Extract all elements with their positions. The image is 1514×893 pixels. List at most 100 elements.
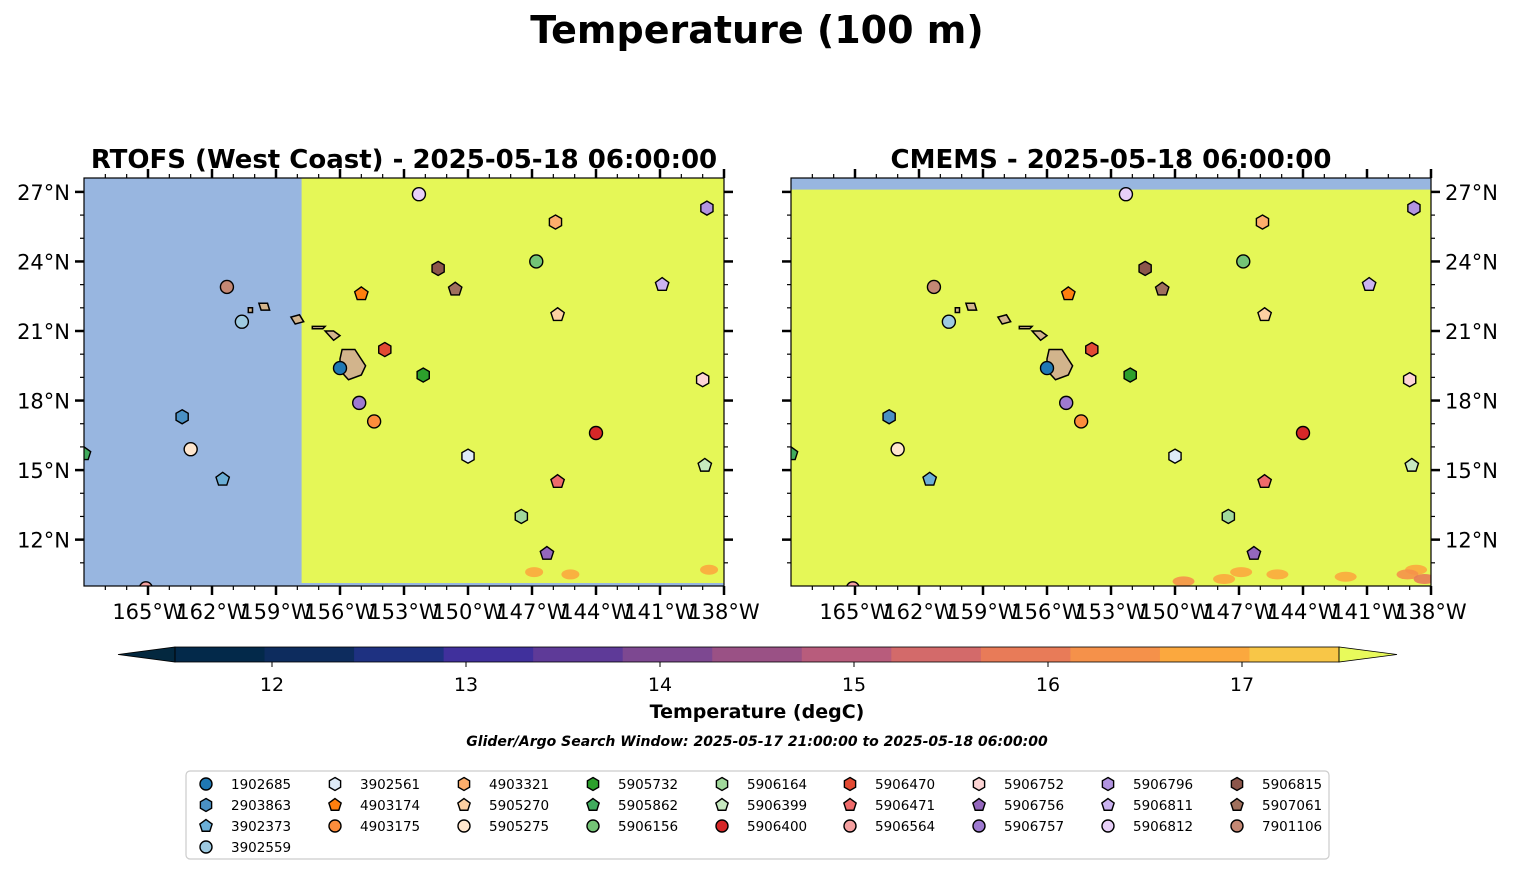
legend: 1902685 2903863 3902373 3902559 3902561 49031… — [185, 770, 1330, 860]
legend-label: 5907061 — [1262, 798, 1322, 814]
float-marker-5906564 — [846, 581, 860, 586]
lon-tick-label: 165°W — [112, 600, 184, 624]
legend-marker-5905275 — [457, 819, 471, 833]
float-marker-5906156 — [529, 254, 544, 269]
figure-title: Temperature (100 m) — [530, 8, 983, 52]
float-marker-5906399 — [697, 457, 713, 472]
colorbar-bin — [1249, 647, 1340, 662]
float-marker-5906757 — [1058, 395, 1074, 411]
legend-marker-5906757 — [972, 819, 986, 833]
lon-tick-label: 138°W — [688, 600, 760, 624]
float-marker-5905275 — [890, 442, 905, 457]
legend-marker-5906796 — [1101, 776, 1115, 792]
search-window-text: Glider/Argo Search Window: 2025-05-17 21… — [466, 734, 1048, 750]
float-marker-1902685 — [1039, 360, 1055, 376]
island-maui — [323, 330, 342, 342]
legend-marker-5906164 — [715, 776, 729, 792]
lon-tick-label: 159°W — [240, 600, 312, 624]
float-marker-5905270 — [550, 306, 566, 322]
lon-tick-label: 144°W — [1267, 600, 1339, 624]
legend-marker-5906752 — [972, 776, 986, 792]
colorbar-bin — [622, 647, 713, 662]
float-marker-5905862 — [84, 445, 92, 461]
legend-label: 5906156 — [618, 819, 678, 835]
colorbar-bin — [443, 647, 534, 662]
legend-label: 3902373 — [231, 819, 291, 835]
float-marker-3902561 — [1168, 448, 1182, 465]
legend-marker-5906564 — [843, 819, 857, 833]
lat-tick-label: 21°N — [17, 320, 70, 344]
legend-box — [185, 770, 1330, 860]
float-marker-3902559 — [941, 314, 957, 329]
float-marker-5906811 — [654, 276, 670, 292]
colorbar: 12 13 14 15 16 17 — [117, 646, 1398, 696]
temperature-patch — [700, 564, 719, 575]
legend-label: 4903321 — [489, 777, 549, 793]
lon-tick-label: 153°W — [368, 600, 440, 624]
legend-marker-2903863 — [199, 797, 213, 813]
float-marker-5906796 — [1407, 200, 1421, 216]
lat-tick-label: 18°N — [1445, 390, 1498, 414]
legend-label: 5905270 — [489, 798, 549, 814]
float-marker-5906399 — [1404, 457, 1420, 472]
lat-tick-label: 27°N — [17, 181, 70, 205]
legend-marker-5906815 — [1230, 776, 1244, 792]
legend-marker-1902685 — [199, 777, 213, 791]
float-marker-5906752 — [695, 371, 710, 388]
island-hawaii — [1046, 348, 1074, 381]
float-marker-5906812 — [411, 187, 427, 202]
float-marker-3902559 — [234, 314, 250, 329]
float-marker-5906752 — [1402, 371, 1417, 388]
lon-tick-label: 159°W — [947, 600, 1019, 624]
legend-label: 5906399 — [747, 798, 807, 814]
float-marker-4903175 — [366, 414, 382, 429]
legend-label: 5906752 — [1004, 777, 1064, 793]
island-kauai — [964, 302, 978, 311]
lat-tick-label: 15°N — [17, 459, 70, 483]
colorbar-bin — [801, 647, 892, 662]
float-marker-4903174 — [1060, 286, 1076, 301]
legend-label: 4903175 — [360, 819, 420, 835]
colorbar-under-arrow — [117, 646, 176, 663]
legend-marker-5906811 — [1101, 797, 1115, 811]
island-niihau — [247, 307, 254, 314]
float-marker-5906796 — [700, 200, 714, 216]
legend-marker-3902559 — [199, 840, 213, 854]
legend-marker-5906156 — [586, 819, 600, 833]
legend-marker-5906470 — [843, 776, 857, 792]
legend-marker-5906399 — [715, 797, 729, 811]
legend-marker-4903175 — [328, 819, 342, 833]
colorbar-tick-label: 15 — [842, 674, 866, 696]
float-marker-5906400 — [588, 425, 604, 441]
float-marker-3902373 — [922, 471, 938, 486]
float-marker-2903863 — [175, 408, 189, 425]
float-marker-5905732 — [1123, 367, 1137, 383]
lat-tick-label: 12°N — [1445, 529, 1498, 553]
legend-label: 2903863 — [231, 798, 291, 814]
colorbar-bin — [1070, 647, 1161, 662]
colorbar-bin — [891, 647, 982, 662]
float-marker-2903863 — [882, 408, 896, 425]
float-marker-4903175 — [1073, 414, 1089, 429]
legend-label: 1902685 — [231, 777, 291, 793]
colorbar-bin — [980, 647, 1071, 662]
colorbar-label: Temperature (degC) — [650, 701, 865, 723]
float-marker-4903321 — [1255, 214, 1270, 230]
legend-label: 5906757 — [1004, 819, 1064, 835]
legend-label: 5906815 — [1262, 777, 1322, 793]
temperature-patch — [1230, 567, 1253, 578]
lon-tick-label: 144°W — [560, 600, 632, 624]
legend-label: 5905862 — [618, 798, 678, 814]
lon-tick-label: 147°W — [496, 600, 568, 624]
legend-marker-7901106 — [1230, 819, 1244, 833]
legend-label: 7901106 — [1262, 819, 1322, 835]
colorbar-tick-label: 14 — [648, 674, 672, 696]
colorbar-bin — [1159, 647, 1250, 662]
float-marker-3902561 — [461, 448, 475, 465]
temperature-patch — [1266, 569, 1289, 580]
float-marker-5905732 — [416, 367, 430, 383]
island-molokai — [311, 325, 327, 330]
float-marker-5906812 — [1118, 187, 1134, 202]
legend-label: 5905275 — [489, 819, 549, 835]
legend-label: 5906470 — [875, 777, 935, 793]
